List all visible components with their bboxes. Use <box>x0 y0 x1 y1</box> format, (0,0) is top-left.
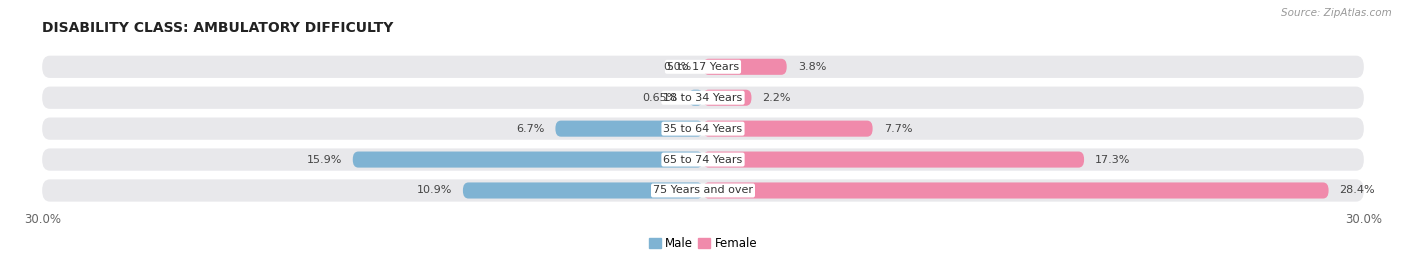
FancyBboxPatch shape <box>703 151 1084 168</box>
FancyBboxPatch shape <box>353 151 703 168</box>
Text: 10.9%: 10.9% <box>416 185 451 195</box>
Text: 15.9%: 15.9% <box>307 155 342 165</box>
FancyBboxPatch shape <box>42 179 1364 202</box>
Text: 28.4%: 28.4% <box>1340 185 1375 195</box>
Text: 6.7%: 6.7% <box>516 124 544 134</box>
FancyBboxPatch shape <box>703 59 787 75</box>
Text: 75 Years and over: 75 Years and over <box>652 185 754 195</box>
FancyBboxPatch shape <box>703 121 873 137</box>
Text: DISABILITY CLASS: AMBULATORY DIFFICULTY: DISABILITY CLASS: AMBULATORY DIFFICULTY <box>42 21 394 35</box>
Text: 0.65%: 0.65% <box>643 93 678 103</box>
Text: 0.0%: 0.0% <box>664 62 692 72</box>
FancyBboxPatch shape <box>689 90 703 106</box>
Text: 17.3%: 17.3% <box>1095 155 1130 165</box>
FancyBboxPatch shape <box>42 148 1364 171</box>
Text: 65 to 74 Years: 65 to 74 Years <box>664 155 742 165</box>
FancyBboxPatch shape <box>42 117 1364 140</box>
Text: 7.7%: 7.7% <box>883 124 912 134</box>
FancyBboxPatch shape <box>703 90 751 106</box>
Legend: Male, Female: Male, Female <box>644 232 762 255</box>
Text: 5 to 17 Years: 5 to 17 Years <box>666 62 740 72</box>
Text: Source: ZipAtlas.com: Source: ZipAtlas.com <box>1281 8 1392 18</box>
FancyBboxPatch shape <box>42 87 1364 109</box>
FancyBboxPatch shape <box>463 183 703 199</box>
Text: 18 to 34 Years: 18 to 34 Years <box>664 93 742 103</box>
FancyBboxPatch shape <box>555 121 703 137</box>
Text: 35 to 64 Years: 35 to 64 Years <box>664 124 742 134</box>
FancyBboxPatch shape <box>703 183 1329 199</box>
Text: 2.2%: 2.2% <box>762 93 792 103</box>
FancyBboxPatch shape <box>42 56 1364 78</box>
Text: 3.8%: 3.8% <box>797 62 827 72</box>
